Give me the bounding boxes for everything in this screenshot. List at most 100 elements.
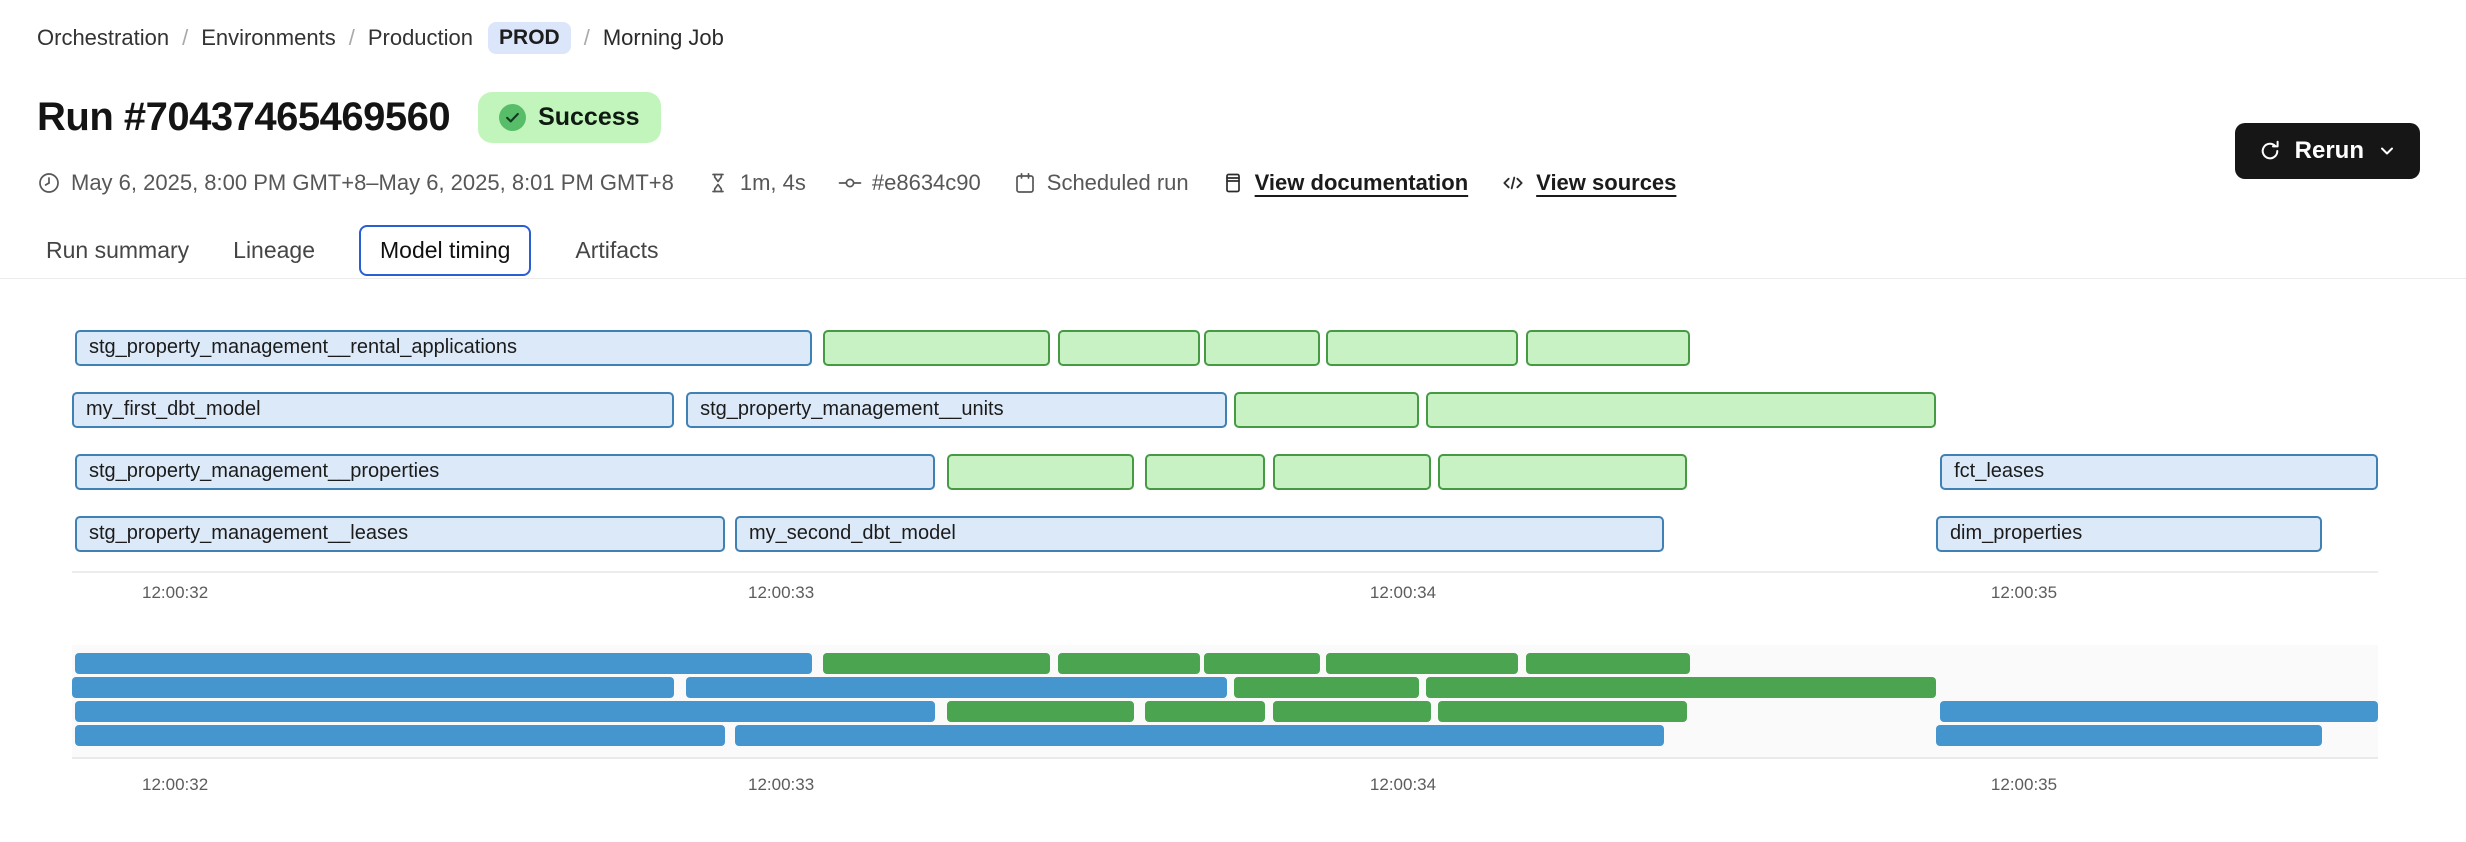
view-documentation-label: View documentation [1254,170,1469,195]
breadcrumb-item-current: Morning Job [602,25,724,50]
model-timing-chart: stg_property_management__rental_applicat… [72,330,2378,799]
minimap-bar-stg_property_management__properties[interactable] [74,701,935,722]
gantt-bar-fct_leases[interactable]: fct_leases [1940,454,2378,490]
gantt-bar-test[interactable] [1233,392,1419,428]
gantt-bar-label: stg_property_management__rental_applicat… [88,336,518,358]
breadcrumb-item-production[interactable]: Production [367,25,474,50]
tab-lineage[interactable]: Lineage [233,236,316,263]
gantt-bar-label: fct_leases [1954,460,2045,482]
gantt-bar-test[interactable] [1525,330,1690,366]
commit: #e8634c90 [838,170,981,196]
rerun-label: Rerun [2294,137,2364,164]
rerun-button[interactable]: Rerun [2234,123,2420,179]
breadcrumb: Orchestration / Environments / Productio… [37,22,724,54]
gantt-bar-test[interactable] [1426,392,1937,428]
minimap-bar-test[interactable] [1233,677,1419,698]
minimap-bar-test[interactable] [823,653,1050,674]
gantt-bar-test[interactable] [1204,330,1320,366]
gantt-bar-test[interactable] [1058,330,1201,366]
refresh-icon [2261,140,2279,160]
gantt-row: stg_property_management__leases my_second… [72,516,2378,552]
gantt-time-axis: 12:00:32 12:00:33 12:00:34 12:00:35 [72,571,2378,615]
tab-run-summary[interactable]: Run summary [46,236,190,263]
gantt-main: stg_property_management__rental_applicat… [72,330,2378,552]
minimap-bar-test[interactable] [1058,653,1201,674]
gantt-bar-stg_property_management__units[interactable]: stg_property_management__units [686,392,1228,428]
gantt-bar-test[interactable] [1326,330,1519,366]
status-badge: Success [478,92,661,143]
gantt-bar-test[interactable] [1144,454,1265,490]
minimap-bar-test[interactable] [1144,701,1265,722]
minimap-bar-test[interactable] [1326,653,1519,674]
axis-tick: 12:00:32 [141,775,209,794]
commit-label: #e8634c90 [871,170,981,195]
gantt-bar-label: dim_properties [1949,522,2083,544]
minimap-bar-fct_leases[interactable] [1940,701,2378,722]
duration: 1m, 4s [706,170,806,196]
axis-tick: 12:00:33 [748,775,815,794]
code-icon [1503,176,1523,190]
gantt-bar-label: stg_property_management__units [700,398,1004,420]
gantt-row: stg_property_management__rental_applicat… [72,330,2378,392]
axis-tick: 12:00:32 [141,583,209,602]
minimap-bar-stg_property_management__leases[interactable] [74,725,726,746]
gantt-bar-stg_property_management__properties[interactable]: stg_property_management__properties [74,454,935,490]
view-documentation-link[interactable]: View documentation [1221,170,1469,196]
axis-tick: 12:00:34 [1369,583,1437,602]
gantt-bar-dim_properties[interactable]: dim_properties [1935,516,2322,552]
environment-badge: PROD [488,22,571,54]
gantt-bar-test[interactable] [946,454,1134,490]
breadcrumb-item-orchestration[interactable]: Orchestration [37,25,170,50]
gantt-bar-test[interactable] [1272,454,1431,490]
minimap-bar-stg_property_management__rental_applications[interactable] [74,653,812,674]
gantt-bar-test[interactable] [823,330,1050,366]
breadcrumb-separator: / [182,25,189,50]
breadcrumb-item-environments[interactable]: Environments [201,25,336,50]
gantt-bar-label: stg_property_management__properties [88,460,440,482]
minimap-bar-test[interactable] [1525,653,1690,674]
minimap-bar-stg_property_management__units[interactable] [686,677,1228,698]
minimap-bar-my_second_dbt_model[interactable] [734,725,1665,746]
gantt-bar-my_second_dbt_model[interactable]: my_second_dbt_model [734,516,1665,552]
gantt-bar-stg_property_management__rental_applications[interactable]: stg_property_management__rental_applicat… [74,330,812,366]
axis-tick: 12:00:33 [748,583,815,602]
minimap-row [72,725,2378,749]
minimap-bar-test[interactable] [946,701,1134,722]
minimap-bar-dim_properties[interactable] [1935,725,2322,746]
axis-tick: 12:00:35 [1990,775,2058,794]
minimap-bar-test[interactable] [1426,677,1937,698]
breadcrumb-separator: / [348,25,355,50]
gantt-bar-stg_property_management__leases[interactable]: stg_property_management__leases [74,516,726,552]
gantt-bar-my_first_dbt_model[interactable]: my_first_dbt_model [72,392,675,428]
minimap-bar-my_first_dbt_model[interactable] [72,677,675,698]
journal-icon [1225,173,1240,193]
minimap-bar-test[interactable] [1438,701,1688,722]
gantt-minimap[interactable] [72,645,2378,759]
minimap-bar-test[interactable] [1204,653,1320,674]
tab-artifacts[interactable]: Artifacts [575,236,659,263]
gantt-bar-test[interactable] [1438,454,1688,490]
minimap-row [72,701,2378,725]
hourglass-icon [711,173,724,193]
minimap-row [72,677,2378,701]
title-row: Run #70437465469560 Success [37,92,661,143]
calendar-icon [1015,172,1034,193]
time-range-label: May 6, 2025, 8:00 PM GMT+8–May 6, 2025, … [71,170,674,195]
minimap-time-axis: 12:00:32 12:00:33 12:00:34 12:00:35 [72,759,2378,799]
gantt-row: stg_property_management__properties fct_l… [72,454,2378,516]
gantt-bar-label: stg_property_management__leases [88,522,409,544]
axis-tick: 12:00:34 [1369,775,1437,794]
view-sources-label: View sources [1536,170,1677,195]
trigger-label: Scheduled run [1046,170,1189,195]
time-range: May 6, 2025, 8:00 PM GMT+8–May 6, 2025, … [37,170,674,196]
tab-model-timing[interactable]: Model timing [359,224,532,276]
axis-tick: 12:00:35 [1990,583,2058,602]
tab-bar: Run summary Lineage Model timing Artifac… [0,222,2466,279]
view-sources-link[interactable]: View sources [1500,170,1676,196]
trigger: Scheduled run [1013,170,1189,196]
duration-label: 1m, 4s [739,170,806,195]
run-metadata: May 6, 2025, 8:00 PM GMT+8–May 6, 2025, … [37,170,1676,196]
gantt-row: my_first_dbt_model stg_property_managemen… [72,392,2378,454]
minimap-bar-test[interactable] [1272,701,1431,722]
